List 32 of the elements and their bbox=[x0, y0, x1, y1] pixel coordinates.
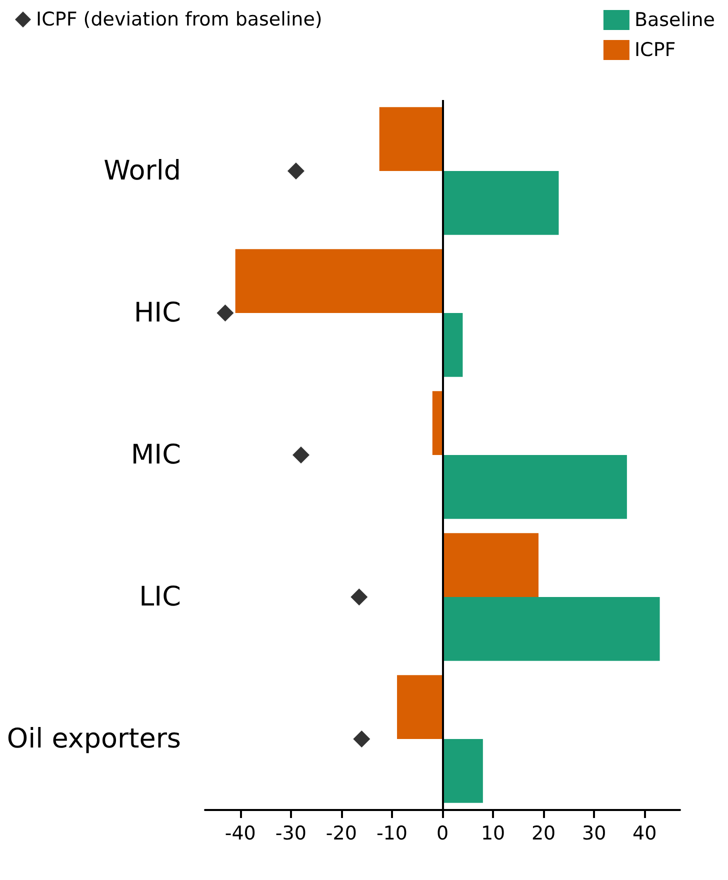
bar bbox=[432, 391, 442, 455]
x-tick-label: 40 bbox=[632, 822, 657, 844]
y-tick-label: HIC bbox=[134, 298, 181, 328]
x-tick-label: 10 bbox=[480, 822, 506, 844]
bar bbox=[442, 597, 660, 661]
point bbox=[353, 730, 370, 748]
x-tick-label: 20 bbox=[531, 822, 556, 844]
point bbox=[287, 162, 304, 180]
point bbox=[216, 304, 234, 322]
legend-label: ICPF (deviation from baseline) bbox=[36, 8, 322, 30]
y-tick-label: LIC bbox=[139, 582, 181, 612]
bar bbox=[397, 675, 442, 739]
x-tick-label: 0 bbox=[436, 822, 449, 844]
legend-label: Baseline bbox=[634, 9, 716, 31]
point bbox=[350, 588, 368, 606]
x-tick-label: -20 bbox=[326, 822, 357, 844]
bar bbox=[442, 171, 559, 235]
y-tick-label: Oil exporters bbox=[6, 724, 181, 754]
bar bbox=[379, 107, 442, 171]
bar bbox=[442, 313, 463, 377]
legend-label: ICPF bbox=[634, 39, 676, 61]
point bbox=[292, 446, 310, 464]
x-tick-label: 30 bbox=[582, 822, 606, 844]
bar bbox=[235, 249, 442, 313]
x-tick-label: -30 bbox=[275, 822, 306, 844]
y-tick-label: MIC bbox=[130, 440, 181, 470]
y-tick-label: World bbox=[104, 156, 181, 186]
bar bbox=[442, 533, 539, 597]
x-tick-label: -40 bbox=[224, 822, 256, 844]
bar bbox=[442, 455, 627, 519]
bar bbox=[442, 739, 483, 803]
x-tick-label: -10 bbox=[376, 822, 408, 844]
